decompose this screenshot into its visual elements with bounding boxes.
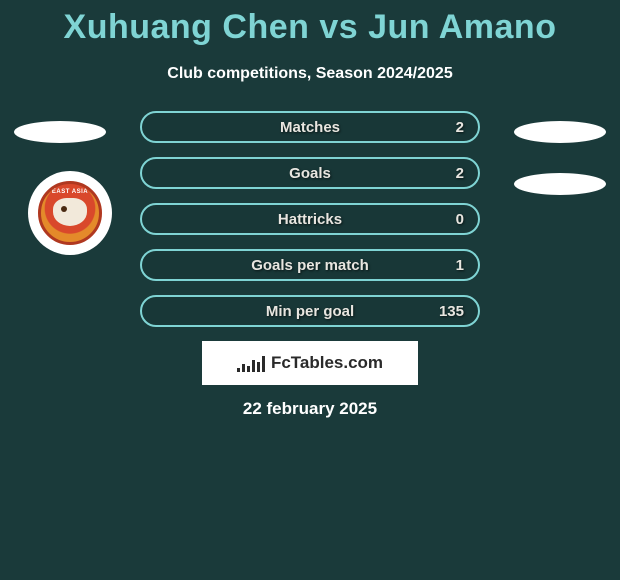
page-title: Xuhuang Chen vs Jun Amano [0,8,620,47]
decoration-ellipse-right-2 [514,173,606,195]
decoration-ellipse-right-1 [514,121,606,143]
comparison-card: Xuhuang Chen vs Jun Amano Club competiti… [0,0,620,419]
stat-value: 1 [456,257,464,274]
stat-row-goals: Goals 2 [140,157,480,189]
stat-label: Goals per match [142,257,478,274]
club-badge-text: EAST ASIA [52,189,88,195]
bars-icon [237,354,265,372]
club-badge: EAST ASIA [28,171,112,255]
stat-value: 135 [439,303,464,320]
stat-label: Hattricks [142,211,478,228]
stats-column: Matches 2 Goals 2 Hattricks 0 Goals per … [140,111,480,327]
stat-value: 2 [456,165,464,182]
stat-row-matches: Matches 2 [140,111,480,143]
stat-value: 2 [456,119,464,136]
decoration-ellipse-left [14,121,106,143]
stat-row-min-per-goal: Min per goal 135 [140,295,480,327]
source-watermark: FcTables.com [202,341,418,385]
stat-row-goals-per-match: Goals per match 1 [140,249,480,281]
date-label: 22 february 2025 [0,399,620,419]
content-area: EAST ASIA Matches 2 Goals 2 Hattricks 0 … [0,111,620,419]
stat-label: Min per goal [142,303,478,320]
stat-label: Matches [142,119,478,136]
club-badge-inner: EAST ASIA [38,181,102,245]
stat-label: Goals [142,165,478,182]
club-badge-icon [53,198,87,226]
stat-value: 0 [456,211,464,228]
subtitle: Club competitions, Season 2024/2025 [0,65,620,83]
watermark-text: FcTables.com [271,353,383,373]
stat-row-hattricks: Hattricks 0 [140,203,480,235]
